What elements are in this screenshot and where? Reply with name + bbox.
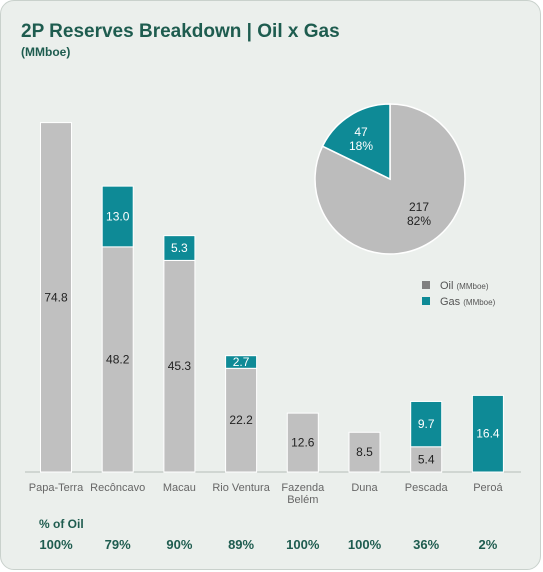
chart-title: 2P Reserves Breakdown | Oil x Gas xyxy=(21,21,340,42)
chart-subtitle: (MMboe) xyxy=(21,45,71,59)
gas-bar xyxy=(101,185,134,248)
pct-oil-value: 100% xyxy=(286,537,320,552)
legend-swatch-gas xyxy=(422,297,430,305)
oil-bar-label: 5.4 xyxy=(418,452,435,466)
x-tick-label: Fazenda xyxy=(281,482,325,494)
x-tick-label: Pescada xyxy=(405,482,449,494)
x-tick-label: Recôncavo xyxy=(90,482,145,494)
pct-oil-value: 2% xyxy=(478,537,498,552)
pct-oil-heading: % of Oil xyxy=(39,517,84,531)
gas-bar xyxy=(410,400,443,448)
pie-slice-gas xyxy=(321,103,391,181)
oil-bar xyxy=(225,367,258,473)
oil-bar xyxy=(163,259,196,473)
gas-bar-label: 2.7 xyxy=(233,355,250,369)
x-tick-label: Duna xyxy=(351,482,378,494)
pct-oil-value: 90% xyxy=(166,537,193,552)
x-tick-label: Belém xyxy=(287,494,318,506)
oil-bar-label: 12.6 xyxy=(291,436,315,450)
pie-oil-value: 217 xyxy=(409,200,429,214)
x-tick-label: Rio Ventura xyxy=(212,482,270,494)
oil-bar-label: 48.2 xyxy=(106,352,130,366)
gas-bar-label: 9.7 xyxy=(418,417,435,431)
pie-oil-pct: 82% xyxy=(407,214,431,228)
pct-oil-value: 100% xyxy=(39,537,73,552)
gas-bar-label: 16.4 xyxy=(476,427,500,441)
x-tick-label: Macau xyxy=(163,482,196,494)
oil-bar-label: 45.3 xyxy=(168,359,192,373)
oil-bar-label: 22.2 xyxy=(229,413,253,427)
gas-bar xyxy=(163,235,196,261)
pct-oil-value: 79% xyxy=(104,537,131,552)
gas-bar-label: 13.0 xyxy=(106,209,130,223)
oil-bar-label: 74.8 xyxy=(44,290,68,304)
legend-label-oil: Oil (MMboe) xyxy=(440,280,489,292)
legend-swatch-oil xyxy=(422,281,430,289)
pie-gas-pct: 18% xyxy=(349,139,373,153)
gas-bar-label: 5.3 xyxy=(171,241,188,255)
pct-oil-value: 89% xyxy=(228,537,255,552)
oil-bar xyxy=(40,122,72,473)
gas-bar xyxy=(471,394,504,473)
pie-gas-value: 47 xyxy=(354,125,368,139)
legend-label-gas: Gas (MMboe) xyxy=(440,296,496,308)
pct-oil-value: 36% xyxy=(413,537,440,552)
x-tick-label: Papa-Terra xyxy=(29,482,84,494)
oil-bar xyxy=(286,412,319,473)
oil-bar-label: 8.5 xyxy=(356,445,373,459)
oil-bar xyxy=(348,431,381,473)
x-tick-label: Peroá xyxy=(473,482,503,494)
pct-oil-value: 100% xyxy=(347,537,382,552)
reserves-chart: 74.8 Papa-Terra 48.2 13.0 Recôncavo 45.3 5.3 Ma… xyxy=(25,103,521,506)
gas-bar xyxy=(225,355,258,369)
